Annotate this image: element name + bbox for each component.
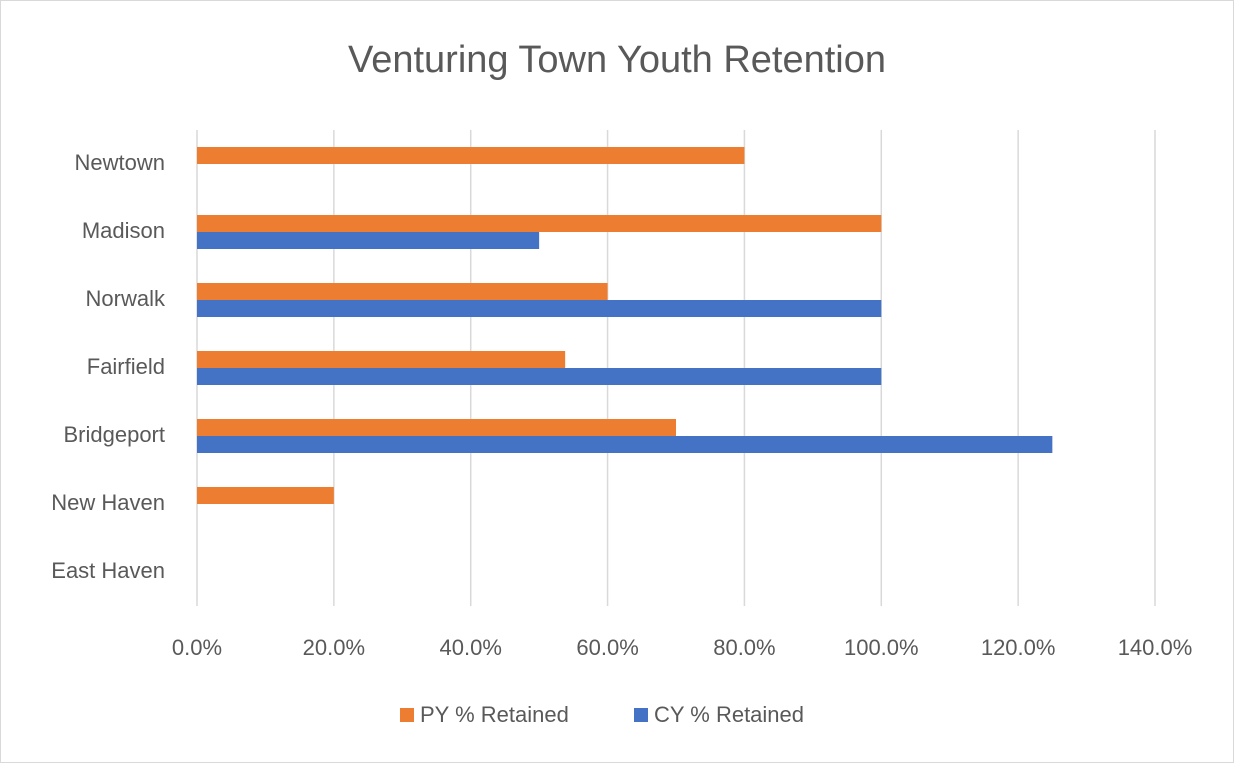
y-tick-label: Norwalk bbox=[86, 286, 166, 311]
bar bbox=[197, 232, 540, 249]
x-tick-label: 100.0% bbox=[844, 635, 919, 660]
x-tick-label: 0.0% bbox=[172, 635, 222, 660]
chart-title: Venturing Town Youth Retention bbox=[348, 39, 886, 81]
y-tick-label: East Haven bbox=[51, 558, 165, 583]
legend-swatch bbox=[400, 708, 414, 722]
x-tick-label: 40.0% bbox=[440, 635, 502, 660]
x-tick-label: 120.0% bbox=[981, 635, 1056, 660]
bar bbox=[197, 283, 608, 300]
y-tick-label: Madison bbox=[82, 218, 165, 243]
bar bbox=[197, 436, 1053, 453]
y-tick-label: Bridgeport bbox=[63, 422, 165, 447]
bar bbox=[197, 147, 745, 164]
x-tick-label: 80.0% bbox=[713, 635, 775, 660]
bar bbox=[197, 419, 676, 436]
bar bbox=[197, 368, 882, 385]
y-tick-label: Fairfield bbox=[87, 354, 165, 379]
bar bbox=[197, 487, 334, 504]
x-tick-label: 60.0% bbox=[576, 635, 638, 660]
bar bbox=[197, 215, 882, 232]
legend-swatch bbox=[634, 708, 648, 722]
bar bbox=[197, 300, 882, 317]
legend-label: PY % Retained bbox=[420, 702, 569, 727]
x-tick-label: 140.0% bbox=[1118, 635, 1193, 660]
y-tick-label: Newtown bbox=[75, 150, 165, 175]
y-tick-label: New Haven bbox=[51, 490, 165, 515]
bar bbox=[197, 351, 566, 368]
x-tick-label: 20.0% bbox=[303, 635, 365, 660]
legend-label: CY % Retained bbox=[654, 702, 804, 727]
